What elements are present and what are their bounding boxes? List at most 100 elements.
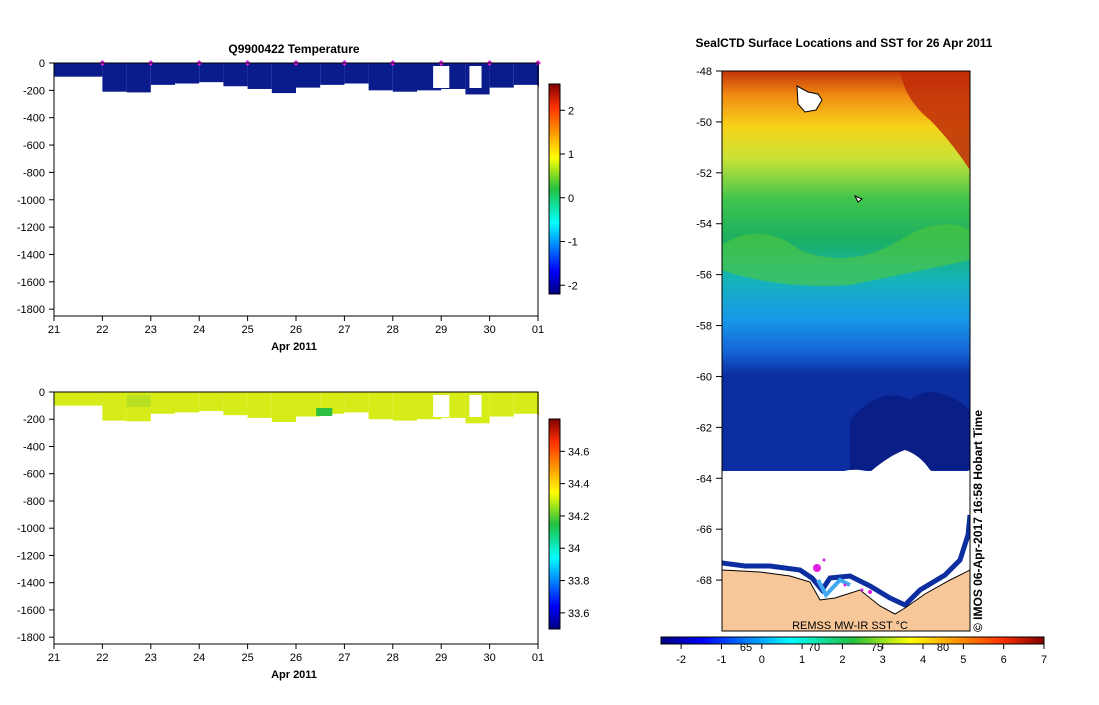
x-tick-label: 29 — [435, 652, 447, 664]
salinity-profile-bar — [489, 392, 514, 417]
x-tick-label: 29 — [435, 324, 447, 336]
y-tick-label: -1800 — [17, 632, 45, 644]
seal-location-markers — [813, 558, 872, 594]
temperature-colorbar — [548, 83, 561, 295]
temperature-x-label: Apr 2011 — [271, 341, 317, 353]
y-tick-label: 0 — [39, 387, 45, 399]
sst-colorbar-tick-label: 1 — [799, 654, 805, 666]
salinity-profile-bar — [368, 392, 393, 420]
y-tick-label: -400 — [23, 441, 45, 453]
sst-colorbar-ticks: -2 -1 0 1 2 3 4 5 6 7 — [676, 644, 1047, 666]
temperature-profile-bar — [247, 63, 272, 89]
latitude-tick-label: -52 — [696, 168, 712, 180]
salinity-profile-bar — [102, 392, 127, 421]
colorbar-tick-label: 1 — [568, 149, 574, 161]
x-tick-label: 23 — [145, 324, 157, 336]
y-tick-label: -1800 — [17, 304, 45, 316]
temperature-title: Q9900422 Temperature — [228, 42, 360, 56]
x-tick-label: 26 — [290, 652, 302, 664]
colorbar-tick-label: 2 — [568, 105, 574, 117]
latitude-tick-label: -62 — [696, 422, 712, 434]
y-tick-label: -1400 — [17, 578, 45, 590]
sst-warm-patch — [900, 71, 970, 170]
salinity-colorbar-ticks: 34.6 34.4 34.2 34 33.8 33.6 — [560, 446, 589, 620]
imos-credit: © IMOS 06-Apr-2017 16:58 Hobart Time — [971, 410, 985, 632]
salinity-profiles — [54, 392, 539, 424]
y-tick-label: -1400 — [17, 249, 45, 261]
salinity-x-axis: 21 22 23 24 25 26 27 28 29 30 01 — [48, 644, 544, 664]
salinity-data-gap — [433, 395, 450, 417]
sst-colorbar-tick-label: 2 — [839, 654, 845, 666]
sst-source-label: REMSS MW-IR SST °C — [792, 620, 908, 632]
salinity-profile-bar — [392, 392, 417, 421]
x-tick-label: 22 — [96, 324, 108, 336]
x-tick-label: 27 — [338, 324, 350, 336]
temperature-profile-bar — [199, 63, 224, 83]
x-tick-label: 25 — [241, 324, 253, 336]
x-tick-label: 25 — [241, 652, 253, 664]
sst-colorbar-tick-label: -1 — [717, 654, 727, 666]
x-tick-label: 21 — [48, 324, 60, 336]
y-tick-label: -600 — [23, 140, 45, 152]
y-tick-label: -1200 — [17, 550, 45, 562]
temperature-profile-bar — [150, 63, 175, 85]
salinity-y-axis: 0 -200 -400 -600 -800 -1000 -1200 -1400 -1600 -18… — [17, 387, 54, 644]
temperature-profile-bar — [175, 63, 200, 84]
longitude-label: 75 — [871, 642, 883, 654]
salinity-profile-bar — [223, 392, 248, 416]
sst-green-patch — [722, 224, 970, 286]
y-tick-label: -600 — [23, 469, 45, 481]
salinity-panel: 0 -200 -400 -600 -800 -1000 -1200 -1400 -1600 -18… — [17, 387, 590, 681]
temperature-profile-bar — [320, 63, 345, 85]
temperature-profile-bar — [223, 63, 248, 87]
temperature-profile-bar — [344, 63, 369, 84]
y-tick-label: -200 — [23, 414, 45, 426]
sst-map-longitude-labels: 65 70 75 80 — [740, 642, 949, 654]
salinity-profile-bar — [54, 392, 103, 406]
latitude-tick-label: -68 — [696, 575, 712, 587]
latitude-tick-label: -60 — [696, 371, 712, 383]
salinity-fresh-anomaly — [316, 408, 333, 416]
sst-colorbar-tick-label: 5 — [960, 654, 966, 666]
temperature-profile-bar — [489, 63, 514, 88]
colorbar-tick-label: 33.6 — [568, 608, 589, 620]
temperature-panel: Q9900422 Temperature 0 -200 -400 -600 -800 -1… — [17, 42, 578, 353]
colorbar-tick-label: 33.8 — [568, 576, 589, 588]
salinity-profile-bar — [344, 392, 369, 413]
y-tick-label: -1000 — [17, 523, 45, 535]
y-tick-label: -400 — [23, 113, 45, 125]
x-tick-label: 27 — [338, 652, 350, 664]
sst-map-area: REMSS MW-IR SST °C — [722, 71, 970, 632]
x-tick-label: 21 — [48, 652, 60, 664]
longitude-label: 70 — [808, 642, 820, 654]
x-tick-label: 26 — [290, 324, 302, 336]
temperature-profiles — [54, 63, 539, 95]
x-tick-label: 24 — [193, 652, 205, 664]
x-tick-label: 28 — [387, 652, 399, 664]
y-tick-label: -800 — [23, 167, 45, 179]
temperature-profile-bar — [368, 63, 393, 91]
x-tick-label: 30 — [483, 652, 495, 664]
latitude-tick-label: -56 — [696, 270, 712, 282]
sst-map-panel: SealCTD Surface Locations and SST for 26… — [660, 36, 1047, 666]
latitude-tick-label: -64 — [696, 473, 712, 485]
antarctic-land — [722, 569, 970, 631]
salinity-profile-bar — [271, 392, 296, 422]
sst-colorbar-tick-label: 6 — [1001, 654, 1007, 666]
seal-location-marker — [813, 564, 821, 572]
latitude-tick-label: -58 — [696, 321, 712, 333]
temperature-plot-frame — [53, 62, 539, 317]
salinity-profile-bar — [247, 392, 272, 418]
latitude-tick-label: -66 — [696, 524, 712, 536]
x-tick-label: 22 — [96, 652, 108, 664]
coastal-sst-shelf — [816, 577, 851, 599]
temperature-profile-bar — [296, 63, 321, 88]
temperature-profile-bar — [392, 63, 417, 92]
latitude-tick-label: -54 — [696, 219, 712, 231]
temperature-y-axis: 0 -200 -400 -600 -800 -1000 -1200 -1400 -1600 -18… — [17, 58, 54, 316]
seal-location-marker — [868, 590, 872, 594]
y-tick-label: -1600 — [17, 277, 45, 289]
colorbar-tick-label: 34.2 — [568, 511, 589, 523]
temperature-profile-bar — [513, 63, 538, 85]
sst-colorbar-tick-label: -2 — [676, 654, 686, 666]
